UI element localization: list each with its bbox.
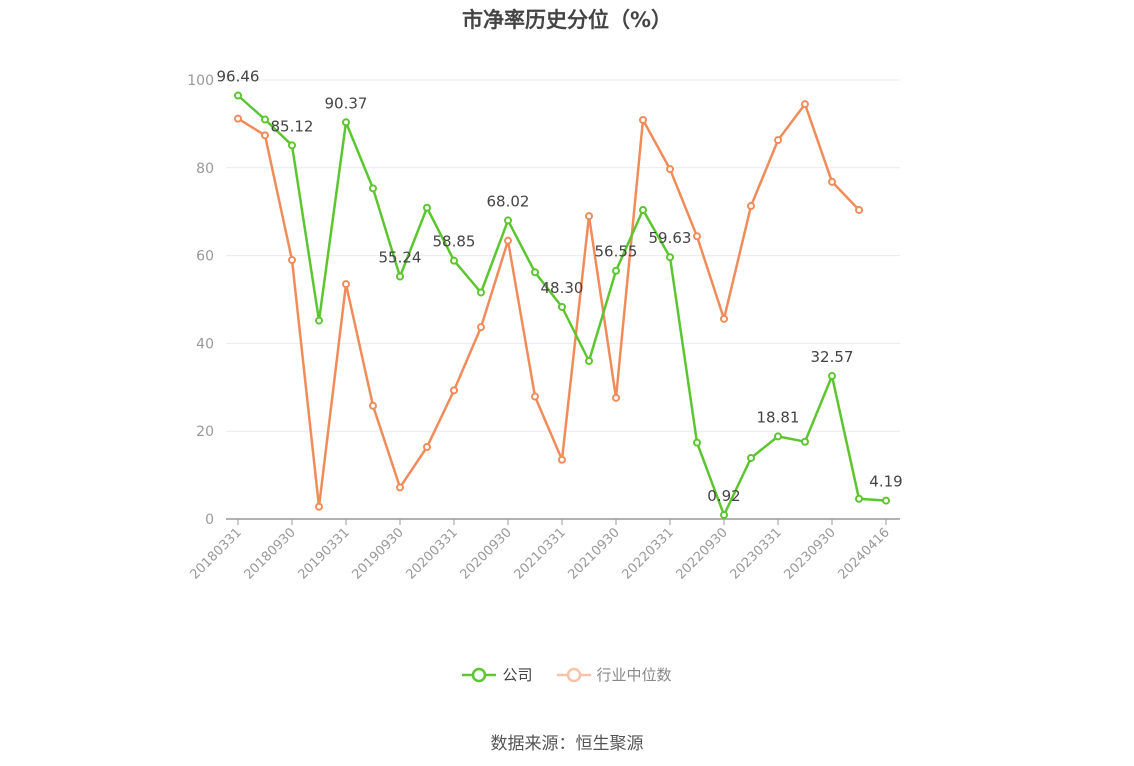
data-point-0	[423, 203, 431, 212]
data-label: 18.81	[757, 408, 800, 426]
data-point-0	[747, 453, 755, 462]
data-point-0	[234, 91, 242, 100]
data-point-1	[666, 165, 674, 174]
x-tick-label: 20200930	[457, 525, 514, 582]
data-point-0	[261, 115, 269, 124]
y-tick-label: 40	[196, 336, 214, 352]
data-point-1	[531, 392, 539, 401]
y-tick-label: 80	[196, 161, 214, 177]
x-tick-label: 20220331	[619, 525, 676, 582]
data-point-1	[477, 323, 485, 332]
data-point-0	[828, 372, 836, 381]
x-tick-label: 20230930	[781, 525, 838, 582]
data-point-1	[369, 401, 377, 410]
x-tick-label: 20190331	[295, 525, 352, 582]
data-point-1	[639, 115, 647, 124]
data-point-0	[666, 253, 674, 262]
data-point-1	[801, 100, 809, 109]
data-point-0	[720, 510, 728, 519]
series-line-1	[237, 102, 860, 508]
data-point-0	[612, 266, 620, 275]
legend-marker-company	[462, 667, 497, 682]
data-point-1	[261, 131, 269, 140]
y-tick-label: 60	[196, 249, 214, 265]
x-tick-label: 20190930	[349, 525, 406, 582]
data-label: 68.02	[487, 192, 530, 210]
data-point-0	[585, 356, 593, 365]
data-point-0	[396, 272, 404, 281]
legend-label-company: 公司	[502, 666, 533, 684]
data-point-0	[639, 205, 647, 214]
data-point-0	[882, 496, 890, 505]
data-point-0	[558, 302, 566, 311]
data-point-0	[774, 432, 782, 441]
x-tick-label: 20200331	[403, 525, 460, 582]
x-tick-label: 20210930	[565, 525, 622, 582]
data-point-0	[531, 268, 539, 277]
data-point-1	[396, 483, 404, 492]
data-point-1	[288, 255, 296, 264]
data-label: 0.92	[707, 487, 740, 505]
data-point-1	[450, 386, 458, 395]
data-point-1	[234, 114, 242, 123]
y-tick-label: 100	[187, 73, 214, 89]
data-point-0	[855, 494, 863, 503]
data-point-1	[423, 443, 431, 452]
data-point-1	[828, 177, 836, 186]
data-point-0	[342, 118, 350, 127]
data-label: 56.55	[595, 243, 638, 261]
legend-label-industry: 行业中位数	[596, 666, 672, 684]
data-point-0	[450, 256, 458, 265]
x-tick-label: 20230331	[727, 525, 784, 582]
data-point-0	[801, 437, 809, 446]
data-point-1	[747, 201, 755, 210]
data-point-0	[504, 216, 512, 225]
data-label: 90.37	[325, 94, 368, 112]
data-point-0	[288, 141, 296, 150]
x-tick-label: 20220930	[673, 525, 730, 582]
legend-marker-industry	[556, 667, 591, 682]
data-point-1	[558, 455, 566, 464]
x-tick-label: 20180930	[241, 525, 298, 582]
data-label: 48.30	[541, 279, 584, 297]
data-label: 58.85	[433, 233, 476, 251]
data-point-0	[693, 438, 701, 447]
data-point-0	[369, 184, 377, 193]
data-point-0	[477, 288, 485, 297]
data-point-1	[315, 502, 323, 511]
data-source: 数据来源：恒生聚源	[490, 734, 644, 754]
data-point-1	[342, 280, 350, 289]
data-point-1	[504, 236, 512, 245]
data-point-1	[585, 212, 593, 221]
y-tick-label: 0	[205, 512, 214, 528]
legend-item-company[interactable]: 公司	[462, 664, 533, 685]
data-point-1	[693, 232, 701, 241]
legend-item-industry[interactable]: 行业中位数	[556, 664, 672, 685]
x-tick-label: 20180331	[187, 525, 244, 582]
data-point-0	[315, 316, 323, 325]
x-tick-label: 20210331	[511, 525, 568, 582]
legend: 公司 行业中位数	[0, 664, 1134, 685]
x-tick-label: 20240416	[835, 525, 892, 582]
data-label: 96.46	[217, 68, 260, 86]
data-label: 4.19	[869, 473, 902, 491]
data-label: 32.57	[811, 348, 854, 366]
data-point-1	[855, 205, 863, 214]
data-label: 59.63	[649, 229, 692, 247]
data-point-1	[774, 136, 782, 145]
data-label: 85.12	[271, 117, 314, 135]
y-tick-label: 20	[196, 424, 214, 440]
data-point-1	[720, 314, 728, 323]
chart-title: 市净率历史分位（%）	[461, 8, 673, 32]
data-point-1	[612, 393, 620, 402]
data-label: 55.24	[379, 248, 422, 266]
